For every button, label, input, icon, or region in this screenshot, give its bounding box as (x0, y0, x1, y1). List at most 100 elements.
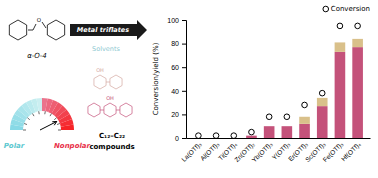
legend-label: Conversion (331, 5, 370, 13)
annotation: Polar (4, 142, 25, 150)
bond (106, 82, 110, 83)
bar (264, 126, 275, 138)
y-tick-mark (182, 20, 186, 21)
reaction-arrow (70, 20, 147, 40)
gauge-segment (36, 98, 42, 111)
y-tick-mark (182, 91, 186, 92)
annotation: Nonpolar (54, 142, 91, 150)
annotation: Solvents (92, 45, 120, 53)
gauge-tick (27, 118, 29, 120)
ring (104, 103, 116, 117)
y-tick-label: 40 (171, 88, 179, 95)
x-tick: Hf(OTf)₄ (340, 138, 363, 163)
y-tick-mark (182, 114, 186, 115)
y-tick: 80 (171, 40, 186, 47)
x-tick: La(OTf)₃ (180, 138, 204, 164)
ring (47, 20, 64, 40)
marker-series (196, 23, 361, 138)
x-tick-label: Al(OTf)₃ (199, 140, 222, 163)
marker (266, 114, 272, 120)
marker (196, 133, 202, 138)
bar (335, 42, 346, 51)
bar (246, 136, 257, 138)
y-tick: 60 (171, 64, 186, 71)
bar-series (299, 39, 363, 124)
marker (249, 129, 255, 135)
gauge-tick (33, 114, 35, 117)
annotation: OH (96, 67, 104, 73)
y-tick: 0 (175, 135, 186, 142)
marker (319, 90, 325, 96)
annotation: Metal triflates (77, 26, 129, 34)
gauge-tick (44, 111, 46, 114)
y-tick-mark (182, 44, 186, 45)
bar (335, 52, 346, 138)
marker (213, 133, 219, 138)
y-tick: 40 (171, 88, 186, 95)
bar (352, 39, 363, 47)
x-tick: Yb(OTf)₃ (250, 138, 274, 164)
bond (42, 22, 46, 28)
bar (282, 126, 293, 127)
plot-area (196, 23, 363, 138)
gauge (10, 98, 74, 130)
marker (355, 23, 361, 29)
x-tick-label: La(OTf)₃ (180, 140, 204, 164)
y-tick-mark (182, 138, 186, 139)
ring (9, 20, 26, 40)
annotation: C₁₂–C₂₂ (99, 132, 125, 140)
x-tick-label: Yb(OTf)₃ (250, 140, 274, 164)
ring (88, 103, 100, 117)
annotation: compounds (89, 143, 134, 151)
y-tick-label: 80 (171, 40, 179, 47)
gauge-needle-head (52, 122, 56, 126)
bond (28, 24, 36, 30)
y-axis-line (182, 21, 187, 139)
ring (120, 103, 132, 117)
gauge-tick (24, 124, 27, 125)
illustration: Oα-O-4 Metal triflates Solvents Polar Nonpol… (4, 17, 147, 152)
gauge-needle (40, 122, 57, 131)
marker (284, 114, 290, 120)
gauge-tick (57, 124, 60, 125)
y-tick-mark (182, 67, 186, 68)
ring (110, 75, 122, 89)
bar (264, 126, 275, 127)
bond (100, 110, 104, 111)
bond (116, 110, 120, 111)
x-axis-line (187, 138, 371, 139)
bar-series (246, 47, 363, 138)
y-tick-label: 60 (171, 64, 179, 71)
x-tick-label: Hf(OTf)₄ (340, 140, 363, 163)
bar (282, 126, 293, 138)
y-tick-label: 20 (171, 111, 179, 118)
gauge-tick (58, 130, 61, 131)
marker (302, 102, 308, 108)
annotation: O (37, 17, 42, 23)
annotation: OH (106, 95, 114, 101)
gauge-segment (61, 124, 74, 130)
gauge-tick (50, 114, 52, 117)
x-axis: La(OTf)₃Al(OTf)₃Ti(OTf)₄Zn(OTf)₂Yb(OTf)₃… (180, 138, 370, 164)
marker (231, 133, 237, 138)
y-tick: 20 (171, 111, 186, 118)
legend-swatch (323, 6, 329, 12)
bar (317, 106, 328, 138)
y-axis-title: Conversion/yield (%) (152, 42, 160, 115)
gauge-tick (23, 130, 26, 131)
y-tick: 100 (167, 17, 186, 24)
bar (317, 98, 328, 106)
gauge-tick (38, 111, 40, 114)
y-axis: 0 20 40 60 80 100 (167, 17, 186, 142)
y-tick-label: 100 (167, 17, 179, 24)
legend: Conversion (323, 5, 370, 13)
bar (299, 124, 310, 138)
marker (337, 23, 343, 29)
bar (352, 47, 363, 138)
ring (94, 75, 106, 89)
annotation: α-O-4 (27, 52, 47, 60)
chart-svg: 0 20 40 60 80 100 La(OTf)₃Al(OTf)₃Ti(OTf)₄Zn(O… (0, 0, 378, 178)
bar (299, 117, 310, 124)
gauge-tick (54, 118, 56, 120)
y-tick-label: 0 (175, 135, 179, 142)
